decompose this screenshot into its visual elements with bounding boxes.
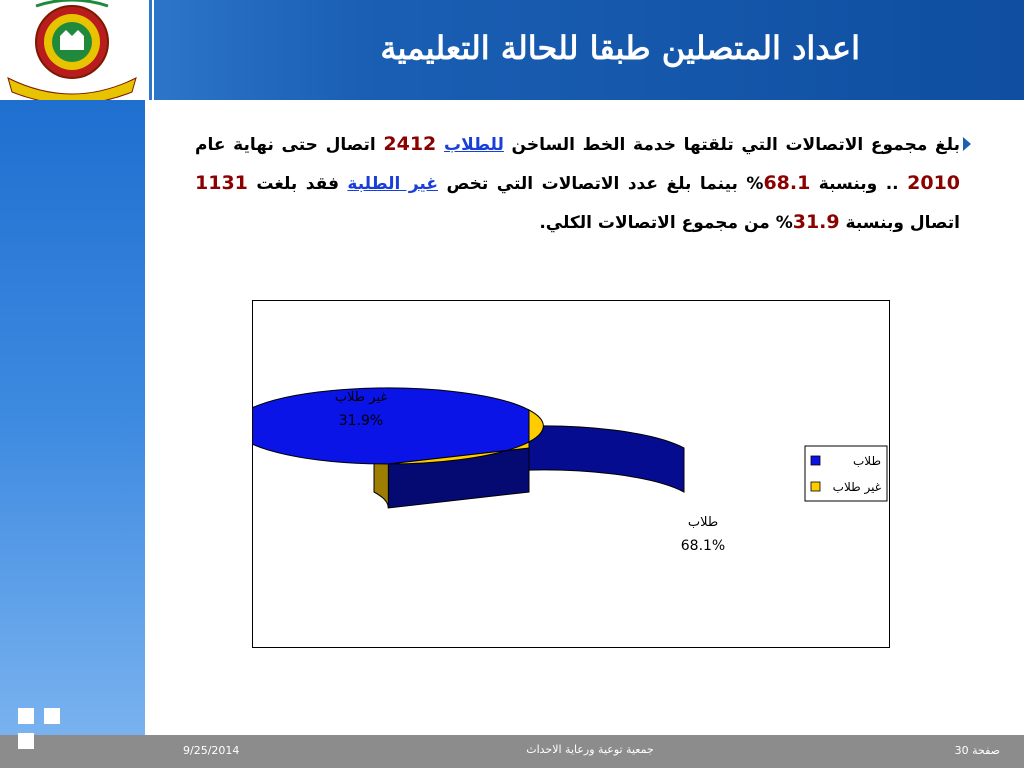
pie-data-label: 68.1%: [681, 538, 725, 554]
legend-label: طلاب: [853, 454, 881, 468]
deco-square: [44, 708, 60, 724]
legend-label: غير طلاب: [833, 480, 881, 495]
body-paragraph: بلغ مجموع الاتصالات التي تلقتها خدمة الخ…: [195, 133, 961, 233]
students-percent: 68.1: [763, 172, 811, 194]
logo-area: [0, 0, 145, 105]
legend-swatch: [810, 455, 821, 466]
students-link[interactable]: للطلاب: [443, 135, 504, 155]
pie-data-label: 31.9%: [339, 413, 383, 429]
header-bar: [0, 0, 1024, 100]
nonstudents-percent: 31.9: [792, 211, 840, 233]
footer-bar: 9/25/2014 جمعية توعية ورعاية الاحداث صفح…: [0, 735, 1024, 768]
pie-category-label: غير طلاب: [335, 390, 388, 405]
bullet-arrow-icon: [963, 137, 971, 151]
footer-date: 9/25/2014: [183, 744, 240, 757]
pie-slice: [232, 387, 530, 465]
year-value: 2010: [907, 172, 961, 194]
chart-frame: طلاب 68.1% غير طلاب 31.9% طلاب غير طلاب: [232, 300, 890, 648]
chart-legend: [804, 445, 888, 502]
legend-swatch: [810, 481, 821, 492]
pie-chart: طلاب 68.1% غير طلاب 31.9% طلاب غير طلاب: [232, 387, 888, 554]
slide-title: اعداد المتصلين طبقا للحالة التعليمية: [380, 29, 860, 67]
sidebar-panel: [0, 100, 145, 735]
divider-line-thin: [152, 0, 154, 735]
nonstudents-total: 1131: [195, 172, 248, 194]
pie-category-label: طلاب: [688, 515, 718, 530]
nonstudents-link[interactable]: غير الطلبة: [347, 174, 438, 194]
association-logo: [7, 0, 137, 105]
footer-page-number: صفحة 30: [954, 744, 1000, 757]
deco-square: [18, 733, 34, 749]
pie-slice: [388, 409, 544, 465]
students-total: 2412: [383, 133, 437, 155]
divider-line: [145, 0, 149, 735]
deco-square: [18, 708, 34, 724]
footer-organization: جمعية توعية ورعاية الاحداث: [526, 743, 654, 756]
